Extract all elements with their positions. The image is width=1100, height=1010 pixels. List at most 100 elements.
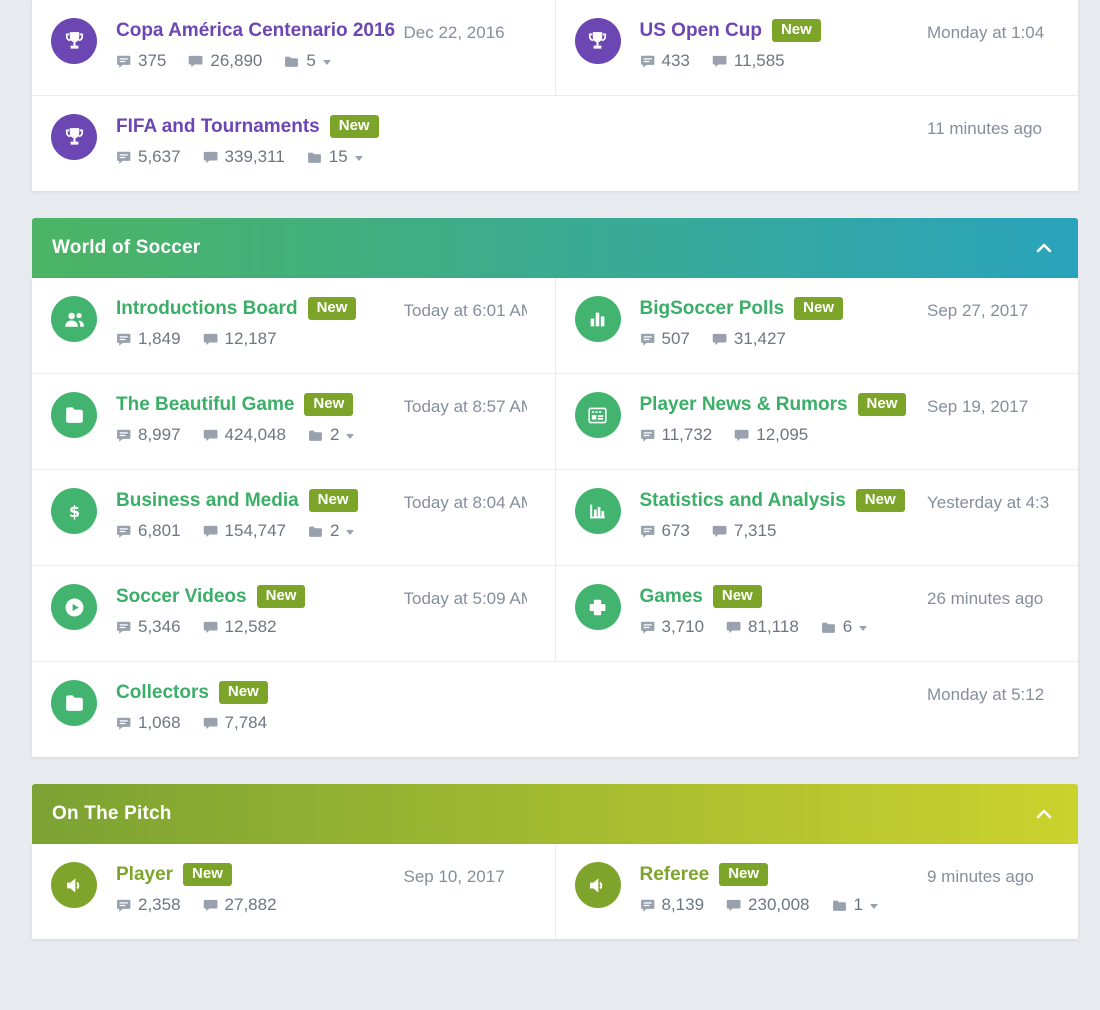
collapse-section-button[interactable]: [1032, 803, 1056, 826]
new-badge[interactable]: New: [855, 489, 905, 512]
forum-link-business-and-media[interactable]: Business and Media: [116, 490, 299, 511]
last-post-date[interactable]: Today at 8:57 AM: [403, 397, 527, 416]
forum-stats: 2,358 27,882: [116, 895, 404, 915]
forum-stats: 11,732 12,095: [640, 425, 928, 445]
caret-down-icon: [322, 59, 331, 65]
forum-info: Player News & Rumors New 11,732 12,095: [640, 392, 928, 445]
subforums-dropdown[interactable]: 6: [821, 617, 868, 637]
posts-stat: 230,008: [726, 895, 810, 915]
forum-link-introductions-board[interactable]: Introductions Board: [116, 298, 298, 319]
replies-count: 8,139: [661, 895, 705, 914]
posts-stat: 12,582: [203, 617, 277, 637]
last-post-date[interactable]: Today at 8:04 AM: [403, 493, 527, 512]
posts-stat: 7,315: [712, 521, 776, 541]
posts-count: 11,585: [733, 51, 785, 70]
section-world-of-soccer: World of Soccer Introductions Board New …: [32, 218, 1078, 757]
replies-stat: 8,139: [640, 895, 705, 915]
replies-stat: 11,732: [640, 425, 713, 445]
message-icon: [188, 54, 203, 69]
forum-cell: Business and Media New 6,801 154,747 2 T…: [32, 470, 555, 565]
forum-title-row: Games New: [640, 585, 928, 608]
last-post-date[interactable]: Sep 10, 2017: [403, 867, 505, 886]
posts-stat: 11,585: [712, 51, 785, 71]
forum-stats: 1,068 7,784: [116, 713, 927, 733]
forum-row: Player New 2,358 27,882 Sep 10, 2017: [32, 844, 1078, 939]
forum-link-fifa-and-tournaments[interactable]: FIFA and Tournaments: [116, 116, 320, 137]
forum-stats: 507 31,427: [640, 329, 928, 349]
last-post-date[interactable]: 9 minutes ago: [927, 867, 1034, 886]
forum-title-row: Collectors New: [116, 681, 927, 704]
forum-link-player[interactable]: Player: [116, 864, 174, 885]
new-badge[interactable]: New: [794, 297, 844, 320]
new-badge[interactable]: New: [304, 393, 354, 416]
new-badge[interactable]: New: [308, 489, 358, 512]
comment-icon: [116, 620, 131, 635]
forum-index: Copa América Centenario 2016 375 26,890 …: [32, 0, 1078, 939]
comment-icon: [116, 428, 131, 443]
forum-link-player-news-rumors[interactable]: Player News & Rumors: [639, 394, 848, 415]
new-badge[interactable]: New: [307, 297, 357, 320]
new-badge[interactable]: New: [256, 585, 306, 608]
new-badge[interactable]: New: [771, 19, 821, 42]
poll-icon: [574, 296, 621, 342]
subforums-dropdown[interactable]: 15: [307, 147, 363, 167]
forum-title-row: Introductions Board New: [116, 297, 404, 320]
comment-icon: [116, 150, 131, 165]
forum-cell: Soccer Videos New 5,346 12,582 Today at …: [32, 566, 555, 661]
caret-down-icon: [354, 155, 363, 161]
replies-stat: 6,801: [116, 521, 181, 541]
posts-count: 12,582: [224, 617, 277, 636]
forum-stats: 6,801 154,747 2: [116, 521, 404, 541]
forum-link-collectors[interactable]: Collectors: [116, 682, 209, 703]
subforums-count: 6: [842, 617, 853, 636]
new-badge[interactable]: New: [329, 115, 379, 138]
new-badge[interactable]: New: [712, 585, 762, 608]
forum-title-row: Statistics and Analysis New: [640, 489, 928, 512]
last-post-date[interactable]: Yesterday at 4:3…: [927, 493, 1050, 512]
forum-link-statistics-and-analysis[interactable]: Statistics and Analysis: [639, 490, 846, 511]
forum-title-row: Player News & Rumors New: [640, 393, 928, 416]
forum-link-bigsoccer-polls[interactable]: BigSoccer Polls: [639, 298, 785, 319]
collapse-section-button[interactable]: [1032, 237, 1056, 260]
new-badge[interactable]: New: [218, 681, 268, 704]
new-badge[interactable]: New: [857, 393, 907, 416]
forum-link-soccer-videos[interactable]: Soccer Videos: [116, 586, 247, 607]
subforums-dropdown[interactable]: 1: [832, 895, 878, 915]
last-post-date[interactable]: Dec 22, 2016: [403, 23, 505, 42]
forum-link-the-beautiful-game[interactable]: The Beautiful Game: [116, 394, 295, 415]
replies-count: 11,732: [661, 425, 713, 444]
members-icon: [51, 296, 97, 342]
last-post-date[interactable]: Today at 6:01 AM: [403, 301, 527, 320]
forum-title-row: The Beautiful Game New: [116, 393, 404, 416]
forum-stats: 8,139 230,008 1: [640, 895, 928, 915]
replies-count: 375: [138, 51, 167, 70]
forum-link-referee[interactable]: Referee: [639, 864, 710, 885]
last-post-date[interactable]: 11 minutes ago: [927, 119, 1042, 138]
forum-title-row: Soccer Videos New: [116, 585, 404, 608]
last-post-date[interactable]: Today at 5:09 AM: [403, 589, 527, 608]
last-post-date[interactable]: 26 minutes ago: [927, 589, 1044, 608]
subforums-dropdown[interactable]: 5: [284, 51, 331, 71]
replies-count: 1,068: [138, 713, 181, 732]
subforums-count: 1: [853, 895, 863, 914]
last-post-date[interactable]: Monday at 5:12 …: [927, 685, 1050, 704]
subforums-dropdown[interactable]: 2: [308, 425, 355, 445]
posts-stat: 81,118: [726, 617, 799, 637]
last-post-date[interactable]: Monday at 1:04 …: [927, 23, 1050, 42]
forum-link-copa-america-centenario-2016[interactable]: Copa América Centenario 2016: [116, 20, 396, 41]
subforums-dropdown[interactable]: 2: [308, 521, 355, 541]
forum-info: The Beautiful Game New 8,997 424,048 2: [116, 392, 404, 445]
section-on-the-pitch: On The Pitch Player New 2,358 27,882: [32, 784, 1078, 939]
subforums-count: 5: [306, 51, 316, 70]
replies-stat: 3,710: [640, 617, 704, 637]
forum-link-us-open-cup[interactable]: US Open Cup: [639, 20, 762, 41]
last-post-date[interactable]: Sep 19, 2017: [927, 397, 1029, 416]
forum-link-games[interactable]: Games: [639, 586, 703, 607]
new-badge[interactable]: New: [719, 863, 769, 886]
folder-icon: [832, 898, 847, 913]
new-badge[interactable]: New: [183, 863, 232, 886]
section-tournaments: Copa América Centenario 2016 375 26,890 …: [32, 0, 1078, 191]
forum-title-row: Copa América Centenario 2016: [116, 19, 404, 42]
last-post-date[interactable]: Sep 27, 2017: [927, 301, 1029, 320]
replies-stat: 375: [116, 51, 166, 71]
